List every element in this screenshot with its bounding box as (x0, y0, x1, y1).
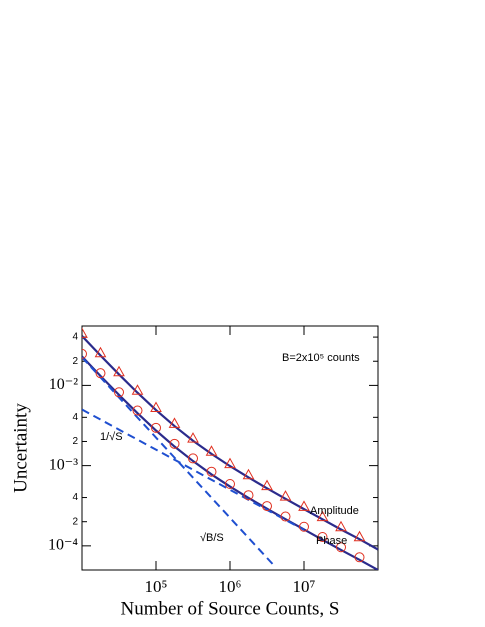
data-point (169, 438, 180, 449)
annotation: B=2x10⁵ counts (282, 352, 360, 364)
y-tick-label: 2 (72, 516, 78, 527)
data-point (205, 445, 218, 456)
data-point (188, 453, 199, 464)
series-line (82, 355, 378, 570)
y-tick-label: 2 (72, 436, 78, 447)
data-point (113, 365, 125, 377)
data-point (132, 405, 143, 416)
y-tick-label: 10⁻³ (49, 456, 78, 473)
y-tick-label: 4 (72, 412, 78, 423)
x-axis-label: Number of Source Counts, S (120, 598, 339, 619)
data-point (242, 468, 255, 480)
data-point (280, 511, 291, 522)
data-point (224, 457, 236, 469)
data-point (114, 387, 125, 398)
data-point (335, 520, 347, 532)
y-tick-label: 10⁻⁴ (48, 537, 78, 554)
series-line (82, 356, 276, 567)
x-tick-label: 10⁵ (145, 577, 168, 596)
data-point (131, 384, 144, 395)
data-point (298, 500, 310, 511)
data-point (299, 521, 309, 532)
y-tick-label: 10⁻² (49, 376, 78, 393)
data-point (150, 401, 162, 413)
data-point (95, 368, 106, 379)
data-point (354, 552, 365, 563)
data-point (279, 490, 292, 501)
y-tick-label: 2 (72, 356, 78, 367)
data-point (336, 542, 346, 553)
data-point (262, 501, 272, 512)
data-point (168, 417, 181, 428)
data-point (151, 422, 161, 433)
y-axis-label: Uncertainty (10, 403, 31, 493)
data-point (243, 490, 254, 501)
x-tick-label: 10⁶ (219, 577, 242, 596)
y-tick-label: 4 (72, 492, 78, 503)
data-point (261, 479, 273, 491)
series-label: 1/√S (100, 431, 123, 443)
series-label: Amplitude (310, 505, 359, 517)
y-tick-label: 4 (72, 332, 78, 343)
series-label: √B/S (200, 532, 224, 544)
data-point (353, 530, 366, 542)
x-tick-label: 10⁷ (293, 577, 316, 596)
series-line (82, 408, 305, 531)
data-point (206, 466, 217, 477)
data-point (82, 327, 88, 338)
data-point (317, 531, 328, 542)
data-point (94, 346, 107, 358)
data-point (316, 510, 329, 522)
data-point (187, 432, 199, 443)
plot-area (82, 327, 378, 570)
data-point (82, 348, 87, 359)
series-label: Phase (316, 535, 347, 547)
series-line (82, 335, 378, 551)
data-point (225, 479, 235, 490)
